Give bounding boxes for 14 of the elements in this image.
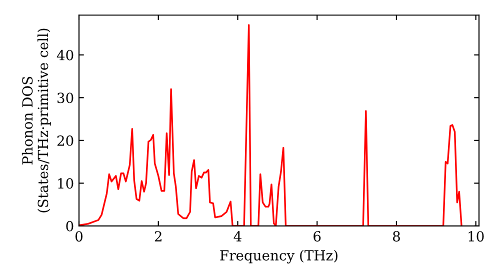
line-series <box>79 24 462 226</box>
x-axis-title: Frequency (THz) <box>220 250 338 264</box>
x-tick-label: 8 <box>392 231 400 242</box>
y-tick-label: 0 <box>66 220 74 232</box>
x-tick-label: 4 <box>234 231 242 242</box>
y-tick-label: 30 <box>58 92 74 104</box>
x-tick-label: 2 <box>154 231 162 242</box>
x-tick-label: 0 <box>75 231 82 242</box>
y-tick-label: 10 <box>58 178 74 189</box>
y-tick-label: 40 <box>56 50 74 60</box>
y-tick-label: 20 <box>57 135 74 146</box>
x-tick-label: 6 <box>314 231 321 242</box>
x-tick-label: 10 <box>468 231 484 242</box>
y-axis-title: Phonon DOS (States/THz·primitive cell) <box>22 28 51 212</box>
